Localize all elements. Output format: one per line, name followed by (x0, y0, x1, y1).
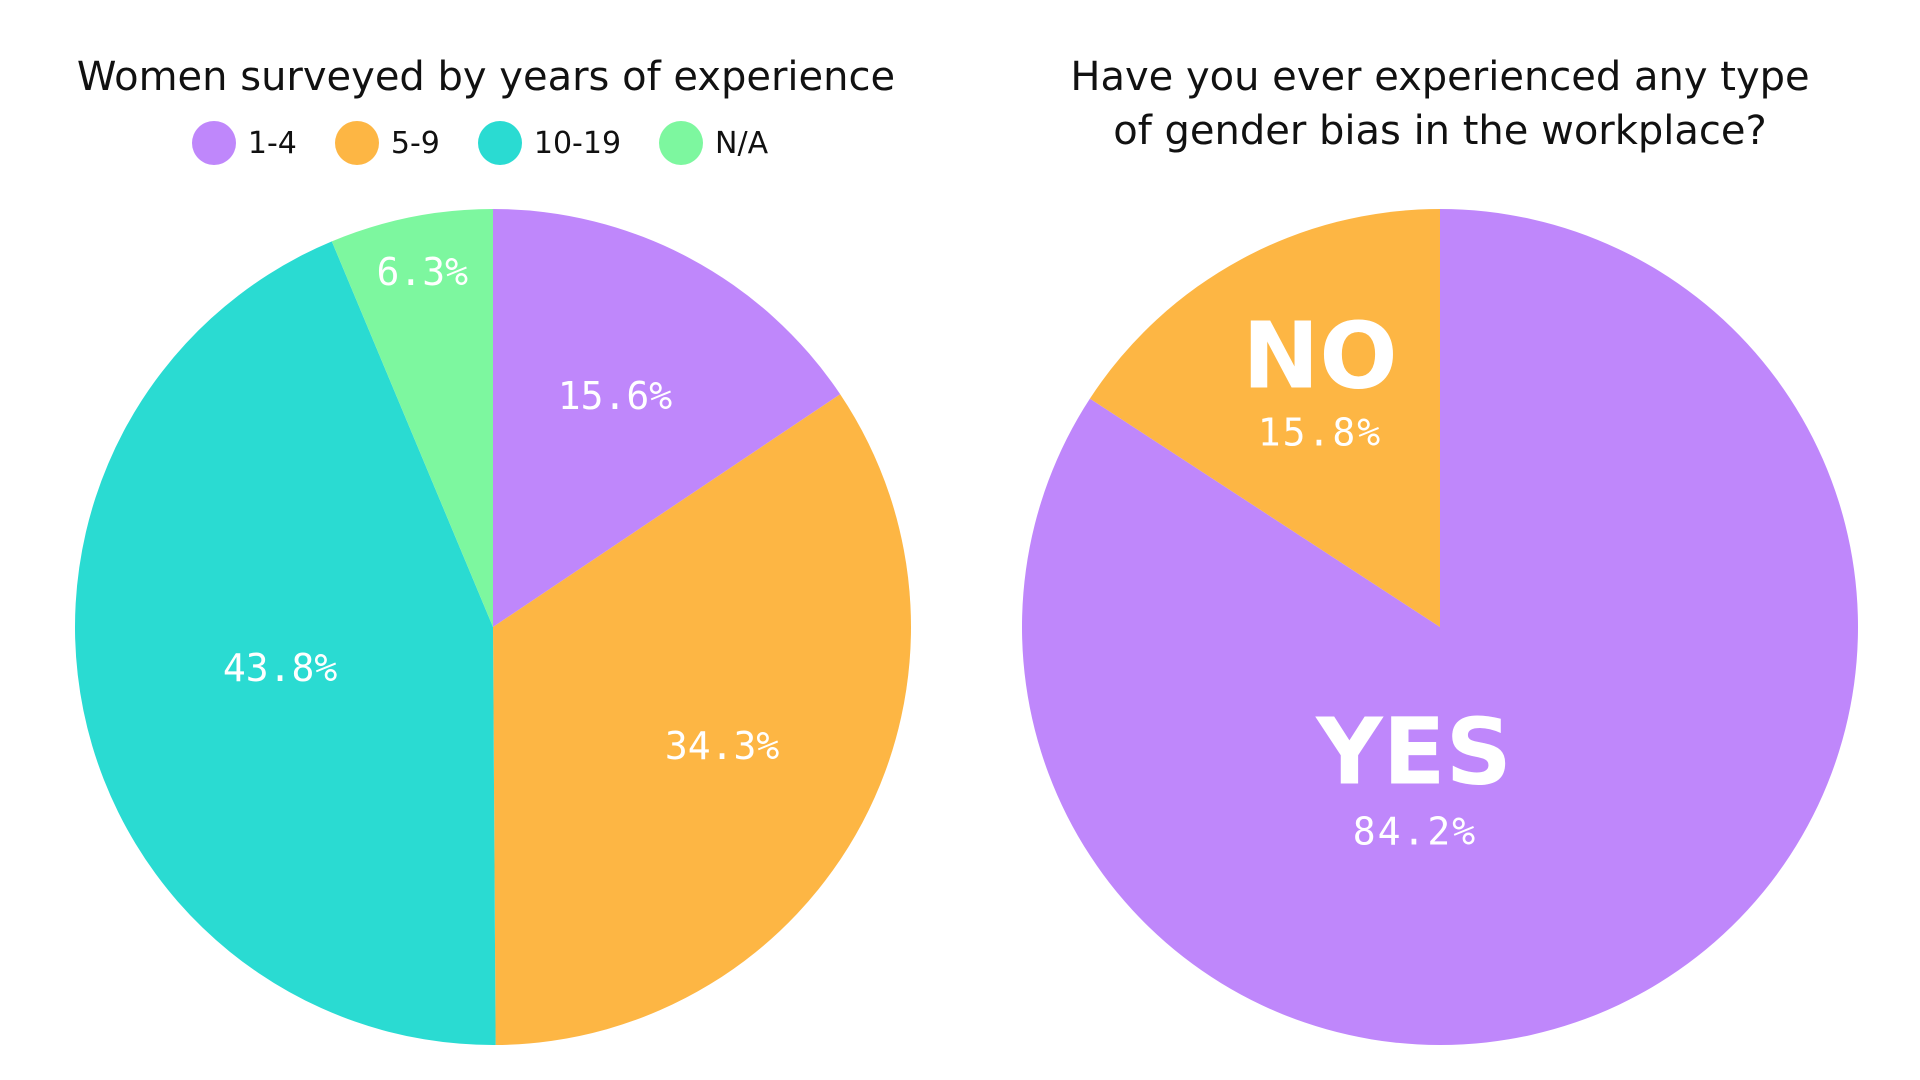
gender-bias-pie-chart: Have you ever experienced any type of ge… (960, 0, 1920, 1080)
data-label: 6.3% (377, 250, 469, 294)
legend-item-5-9: 5-9 (334, 121, 440, 165)
legend-label: 10-19 (533, 125, 622, 161)
legend-swatch (334, 121, 379, 165)
legend-label: 5-9 (390, 125, 440, 161)
data-label: 34.3% (665, 724, 780, 768)
legend-label: 1-4 (247, 125, 297, 161)
pie-slice-yes (1022, 209, 1858, 1046)
pie-slice-10-19 (75, 241, 496, 1045)
pie-slice-1-4 (493, 209, 841, 627)
chart-title: Have you ever experienced any type of ge… (960, 50, 1920, 158)
legend-item-1-4: 1-4 (191, 121, 297, 165)
data-label: 15.8% (1258, 411, 1382, 455)
legend-item-10-19: 10-19 (477, 121, 622, 165)
data-label: 43.8% (223, 646, 338, 690)
slice-name-label: YES (1315, 698, 1512, 805)
pie-slice-no (1089, 209, 1440, 627)
pie-slice-5-9 (493, 394, 911, 1045)
legend-item-na: N/A (659, 121, 768, 165)
chart-title: Women surveyed by years of experience (76, 54, 896, 100)
chart-title-line: Have you ever experienced any type (1070, 54, 1810, 100)
chart-title-line: of gender bias in the workplace? (1113, 108, 1767, 154)
pie-plot-area: 15.6% 34.3% 43.8% 6.3% (75, 209, 911, 1045)
legend-swatch (659, 121, 704, 165)
legend-swatch (191, 121, 236, 165)
data-label: 15.6% (558, 374, 673, 418)
legend-swatch (477, 121, 522, 165)
experience-pie-chart: Women surveyed by years of experience 1-… (0, 54, 960, 1045)
legend-label: N/A (715, 125, 769, 161)
pie-slice-n-a (331, 209, 493, 627)
slice-name-label: NO (1242, 302, 1397, 409)
data-label: 84.2% (1353, 810, 1477, 854)
legend: 1-4 5-9 10-19 N/A (0, 121, 960, 165)
